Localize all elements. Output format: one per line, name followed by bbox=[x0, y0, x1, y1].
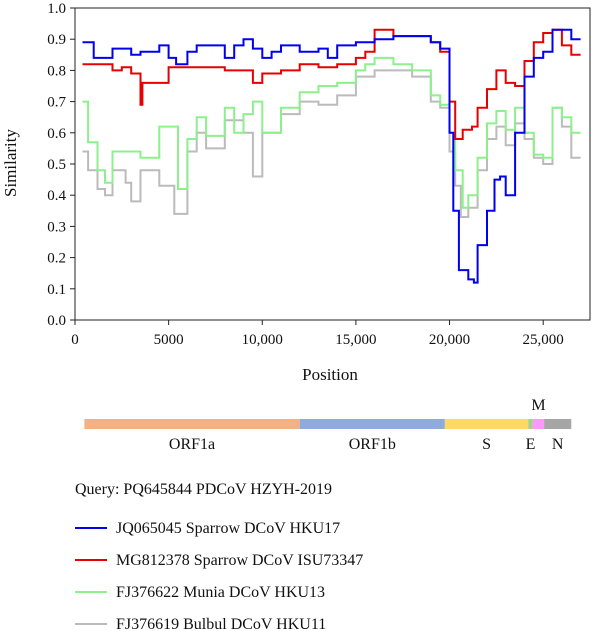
x-tick-label: 25,000 bbox=[523, 332, 564, 348]
genome-segment-m bbox=[532, 419, 545, 429]
y-tick-label: 0.8 bbox=[47, 63, 66, 79]
legend-label-2: FJ376622 Munia DCoV HKU13 bbox=[116, 584, 325, 601]
x-axis-label: Position bbox=[302, 365, 358, 384]
genome-segment-e bbox=[528, 419, 533, 429]
y-tick-label: 0.0 bbox=[47, 313, 66, 329]
x-tick-label: 10,000 bbox=[242, 332, 283, 348]
genome-label-s: S bbox=[482, 436, 491, 453]
series-line-0 bbox=[82, 28, 581, 284]
series-line-2 bbox=[82, 56, 581, 209]
genome-segment-orf1b bbox=[299, 419, 445, 429]
genome-label-n: N bbox=[552, 436, 564, 453]
y-axis-label: Similarity bbox=[1, 129, 20, 198]
legend: JQ065045 Sparrow DCoV HKU17 MG812378 Spar… bbox=[75, 520, 363, 631]
y-tick-label: 0.2 bbox=[47, 251, 66, 267]
genome-label-m: M bbox=[531, 397, 545, 414]
plot-border bbox=[74, 7, 591, 321]
legend-label-0: JQ065045 Sparrow DCoV HKU17 bbox=[116, 520, 340, 537]
genome-label-orf1a: ORF1a bbox=[169, 436, 215, 453]
y-tick-label: 0.5 bbox=[47, 157, 66, 173]
x-tick-label: 15,000 bbox=[335, 332, 376, 348]
y-tick-label: 0.7 bbox=[47, 95, 66, 111]
y-tick-label: 0.6 bbox=[47, 126, 66, 142]
genome-segment-s bbox=[444, 419, 529, 429]
legend-label-3: FJ376619 Bulbul DCoV HKU11 bbox=[116, 616, 326, 631]
x-axis: 0 5000 10,000 15,000 20,000 25,000 bbox=[71, 320, 564, 348]
genome-segment-orf1a bbox=[84, 419, 300, 429]
y-tick-label: 1.0 bbox=[47, 1, 66, 17]
plot-frame bbox=[74, 7, 591, 321]
y-tick-label: 0.1 bbox=[47, 282, 66, 298]
y-tick-label: 0.9 bbox=[47, 32, 66, 48]
x-tick-label: 0 bbox=[71, 332, 79, 348]
x-tick-label: 5000 bbox=[154, 332, 184, 348]
query-label: Query: PQ645844 PDCoV HZYH-2019 bbox=[75, 481, 332, 498]
y-tick-label: 0.4 bbox=[47, 188, 66, 204]
series-layer bbox=[82, 28, 581, 284]
x-tick-label: 20,000 bbox=[429, 332, 470, 348]
genome-label-e: E bbox=[526, 436, 536, 453]
y-tick-label: 0.3 bbox=[47, 219, 66, 235]
genome-map: ORF1a ORF1b S E M N bbox=[84, 397, 572, 453]
y-axis: 0.0 0.1 0.2 0.3 0.4 0.5 0.6 0.7 0.8 0.9 1.0 bbox=[47, 1, 75, 329]
genome-label-orf1b: ORF1b bbox=[349, 436, 396, 453]
genome-segment-n bbox=[544, 419, 572, 429]
legend-label-1: MG812378 Sparrow DCoV ISU73347 bbox=[116, 552, 363, 569]
series-line-1 bbox=[82, 28, 581, 140]
